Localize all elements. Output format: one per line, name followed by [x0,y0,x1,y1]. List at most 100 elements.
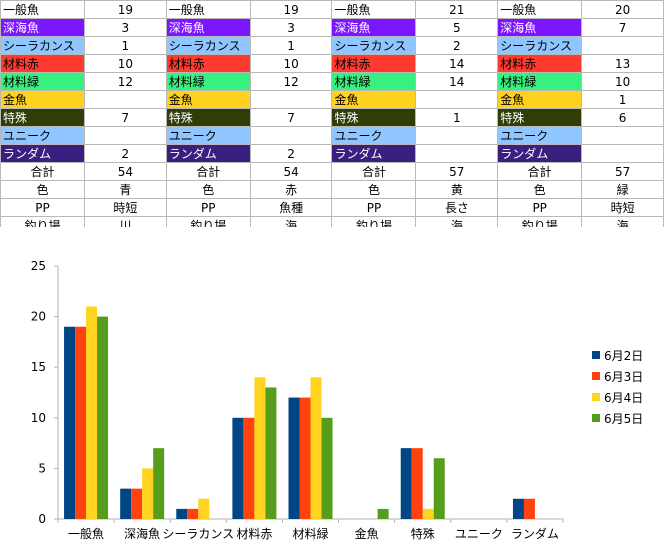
category-label-cell[interactable]: 一般魚 [331,0,417,19]
chart[interactable]: 0 5 10 15 20 25 一般魚 深海魚 シーラカンス 材料赤 材料緑 金魚 特殊 ユニーク ランダム… [0,227,664,548]
count-cell[interactable]: 2 [415,36,499,55]
total-label-cell[interactable]: 合計 [331,162,417,181]
category-label-cell[interactable]: 一般魚 [497,0,583,19]
count-cell[interactable]: 13 [581,54,664,73]
total-value-cell[interactable]: 54 [83,162,167,181]
total-value-cell[interactable]: 57 [581,162,664,181]
count-cell[interactable]: 1 [83,36,167,55]
category-label-cell[interactable]: 特殊 [165,108,251,127]
count-cell[interactable]: 6 [581,108,664,127]
category-label-cell[interactable]: ランダム [0,144,85,163]
category-label-cell[interactable]: シーラカンス [165,36,251,55]
count-cell[interactable]: 19 [83,0,167,19]
count-cell[interactable]: 2 [249,144,333,163]
color-label-cell[interactable]: 色 [0,180,85,199]
color-value-cell[interactable]: 黄 [415,180,499,199]
count-cell[interactable] [415,144,499,163]
count-cell[interactable]: 7 [83,108,167,127]
count-cell[interactable]: 7 [581,18,664,37]
pp-value-cell[interactable]: 時短 [83,198,167,217]
count-cell[interactable]: 14 [415,54,499,73]
category-label-cell[interactable]: シーラカンス [497,36,583,55]
count-cell[interactable]: 20 [581,0,664,19]
category-label-cell[interactable]: ランダム [165,144,251,163]
total-value-cell[interactable]: 54 [249,162,333,181]
color-label-cell[interactable]: 色 [497,180,583,199]
count-cell[interactable]: 1 [249,36,333,55]
category-label-cell[interactable]: 材料緑 [497,72,583,91]
count-cell[interactable]: 21 [415,0,499,19]
category-label-cell[interactable]: 特殊 [0,108,85,127]
count-cell[interactable]: 1 [581,90,664,109]
category-label-cell[interactable]: 材料赤 [331,54,417,73]
data-sheet[interactable]: 一般魚 19 一般魚 19 一般魚 21 一般魚 20 深海魚 3 深海魚 3 深海魚 5 深海魚 7 シーラカ… [0,0,664,235]
count-cell[interactable]: 2 [83,144,167,163]
count-cell[interactable]: 10 [581,72,664,91]
count-cell[interactable]: 1 [415,108,499,127]
category-label-cell[interactable]: ランダム [497,144,583,163]
category-label-cell[interactable]: 金魚 [0,90,85,109]
count-cell[interactable]: 12 [83,72,167,91]
count-cell[interactable] [83,90,167,109]
category-label-cell[interactable]: 材料赤 [497,54,583,73]
category-label-cell[interactable]: 一般魚 [165,0,251,19]
count-cell[interactable]: 14 [415,72,499,91]
category-label-cell[interactable]: ランダム [331,144,417,163]
count-cell[interactable]: 10 [83,54,167,73]
color-value-cell[interactable]: 緑 [581,180,664,199]
count-cell[interactable] [83,126,167,145]
category-label-cell[interactable]: 金魚 [165,90,251,109]
total-label-cell[interactable]: 合計 [0,162,85,181]
count-cell[interactable]: 19 [249,0,333,19]
color-value-cell[interactable]: 青 [83,180,167,199]
category-label-cell[interactable]: ユニーク [0,126,85,145]
table-row: PP 時短 PP 魚種 PP 長さ PP 時短 [0,198,664,217]
pp-value-cell[interactable]: 魚種 [249,198,333,217]
category-label-cell[interactable]: 金魚 [331,90,417,109]
category-label-cell[interactable]: 材料赤 [165,54,251,73]
category-label-cell[interactable]: ユニーク [497,126,583,145]
category-label-cell[interactable]: ユニーク [165,126,251,145]
count-cell[interactable] [581,144,664,163]
category-label-cell[interactable]: シーラカンス [331,36,417,55]
count-cell[interactable]: 10 [249,54,333,73]
pp-label-cell[interactable]: PP [331,198,417,217]
total-label-cell[interactable]: 合計 [165,162,251,181]
pp-label-cell[interactable]: PP [0,198,85,217]
category-label-cell[interactable]: 材料赤 [0,54,85,73]
count-cell[interactable] [581,36,664,55]
count-cell[interactable] [581,126,664,145]
color-value-cell[interactable]: 赤 [249,180,333,199]
category-label-cell[interactable]: シーラカンス [0,36,85,55]
category-label-cell[interactable]: 深海魚 [497,18,583,37]
count-cell[interactable]: 7 [249,108,333,127]
category-label-cell[interactable]: 材料緑 [331,72,417,91]
category-label-cell[interactable]: 深海魚 [331,18,417,37]
category-label-cell[interactable]: 材料緑 [0,72,85,91]
category-label-cell[interactable]: 特殊 [497,108,583,127]
bar [176,508,188,519]
color-label-cell[interactable]: 色 [165,180,251,199]
count-cell[interactable] [249,126,333,145]
count-cell[interactable] [249,90,333,109]
category-label-cell[interactable]: ユニーク [331,126,417,145]
category-label-cell[interactable]: 深海魚 [165,18,251,37]
category-label-cell[interactable]: 金魚 [497,90,583,109]
count-cell[interactable] [415,126,499,145]
pp-value-cell[interactable]: 長さ [415,198,499,217]
total-label-cell[interactable]: 合計 [497,162,583,181]
count-cell[interactable]: 5 [415,18,499,37]
pp-label-cell[interactable]: PP [497,198,583,217]
pp-label-cell[interactable]: PP [165,198,251,217]
total-value-cell[interactable]: 57 [415,162,499,181]
count-cell[interactable] [415,90,499,109]
count-cell[interactable]: 12 [249,72,333,91]
count-cell[interactable]: 3 [249,18,333,37]
category-label-cell[interactable]: 深海魚 [0,18,85,37]
count-cell[interactable]: 3 [83,18,167,37]
category-label-cell[interactable]: 特殊 [331,108,417,127]
category-label-cell[interactable]: 一般魚 [0,0,85,19]
category-label-cell[interactable]: 材料緑 [165,72,251,91]
color-label-cell[interactable]: 色 [331,180,417,199]
pp-value-cell[interactable]: 時短 [581,198,664,217]
